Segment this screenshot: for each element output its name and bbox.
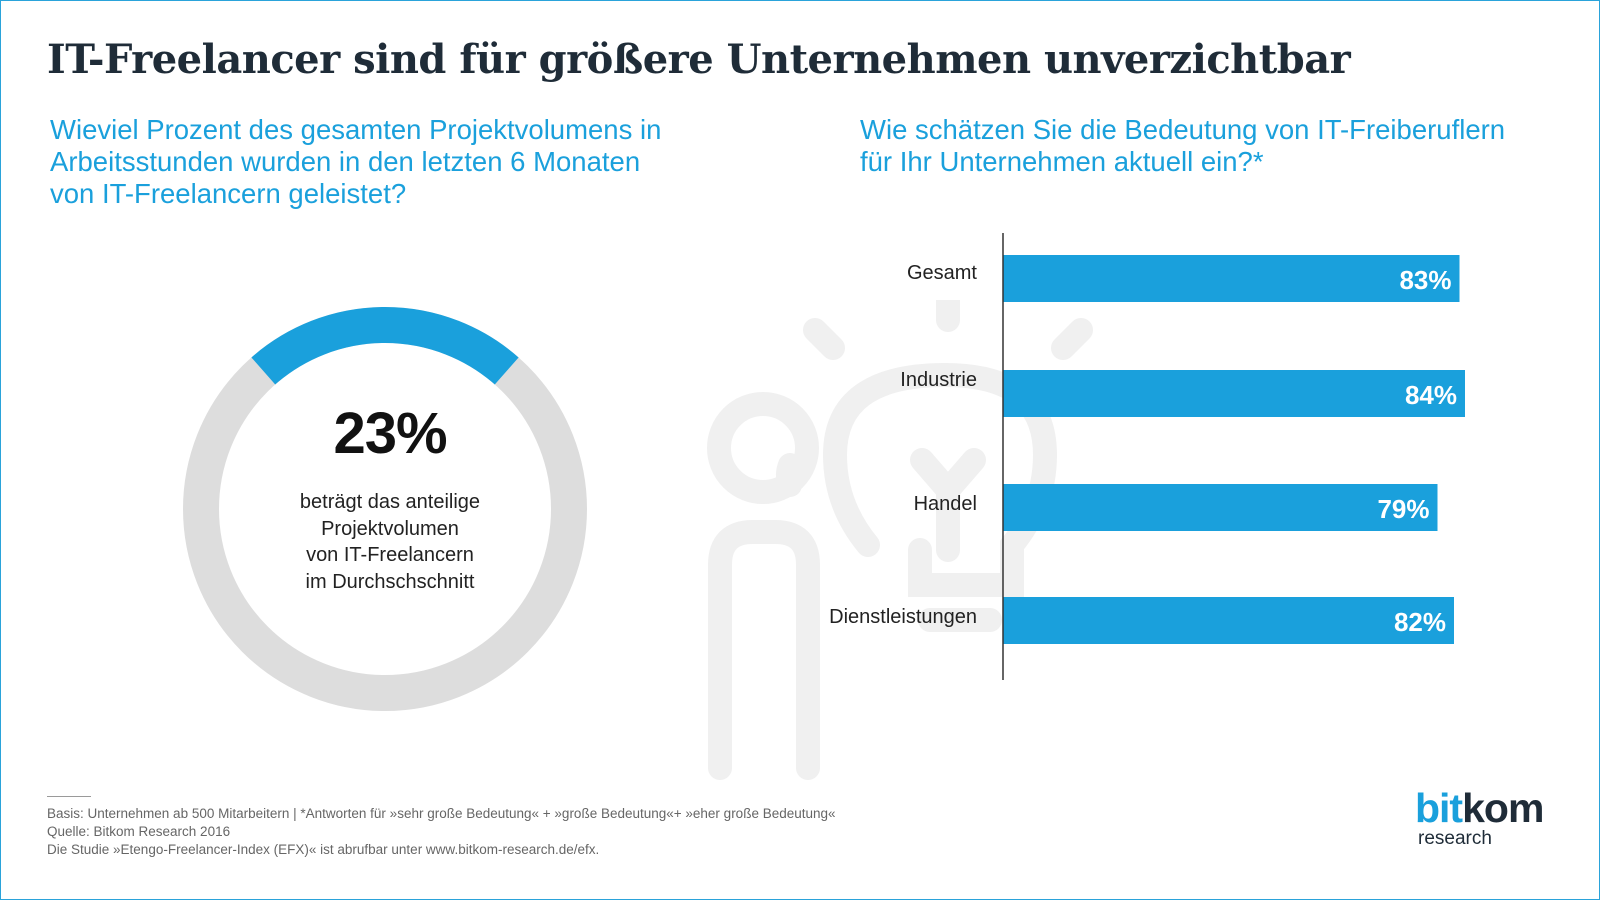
bar-gesamt: [1003, 255, 1460, 302]
bar-category-label: Dienstleistungen: [829, 606, 977, 628]
right-question-line: für Ihr Unternehmen aktuell ein?*: [860, 146, 1264, 177]
bar-value-label: 83%: [1399, 265, 1451, 295]
footer-rule: [47, 796, 91, 797]
donut-caption-line: Projektvolumen: [321, 517, 459, 540]
right-question-line: Wie schätzen Sie die Bedeutung von IT-Fr…: [860, 114, 1506, 145]
bar-category-label: Industrie: [900, 369, 977, 391]
right-question: Wie schätzen Sie die Bedeutung von IT-Fr…: [860, 114, 1505, 178]
left-question: Wieviel Prozent des gesamten Projektvolu…: [50, 114, 661, 210]
left-question-line: Arbeitsstunden wurden in den letzten 6 M…: [50, 146, 641, 177]
logo-part-kom: kom: [1462, 785, 1544, 831]
bars-group: 83% Gesamt 84% Industrie 79% Handel 82% Dienstl…: [829, 255, 1465, 644]
bar-handel: [1003, 484, 1438, 531]
footnote-study: Die Studie »Etengo-Freelancer-Index (EFX…: [47, 842, 600, 857]
bar-category-label: Handel: [914, 493, 977, 515]
bar-chart: 83% Gesamt 84% Industrie 79% Handel 82% Dienstl…: [829, 233, 1465, 680]
bar-value-label: 79%: [1377, 494, 1429, 524]
donut-slice-freelancer: [251, 307, 519, 385]
footnotes: Basis: Unternehmen ab 500 Mitarbeitern |…: [47, 805, 836, 859]
footnote-source: Quelle: Bitkom Research 2016: [47, 824, 231, 839]
bar-value-label: 84%: [1405, 380, 1457, 410]
footnote-basis: Basis: Unternehmen ab 500 Mitarbeitern |…: [47, 806, 836, 821]
left-question-line: Wieviel Prozent des gesamten Projektvolu…: [50, 114, 662, 145]
left-question-line: von IT-Freelancern geleistet?: [50, 178, 407, 209]
logo-part-bit: bit: [1415, 785, 1463, 831]
bar-category-label: Gesamt: [907, 262, 977, 284]
logo-wordmark: bitkom: [1415, 785, 1544, 831]
donut-caption-line: beträgt das anteilige: [299, 491, 481, 513]
donut-caption: beträgt das anteilige Projektvolumen von…: [250, 489, 530, 595]
bar-industrie: [1003, 370, 1465, 417]
donut-caption-line: im Durchschschnitt: [305, 570, 475, 593]
bar-value-label: 82%: [1394, 607, 1446, 637]
bar-dienstleistungen: [1003, 597, 1454, 644]
donut-caption-line: von IT-Freelancern: [306, 544, 474, 566]
page-title: IT-Freelancer sind für größere Unternehm…: [47, 36, 1351, 83]
logo-subtitle: research: [1418, 828, 1492, 849]
donut-chart: [183, 307, 587, 711]
donut-value-label: 23%: [333, 401, 447, 466]
bitkom-research-logo: bitkom research: [1415, 785, 1544, 850]
